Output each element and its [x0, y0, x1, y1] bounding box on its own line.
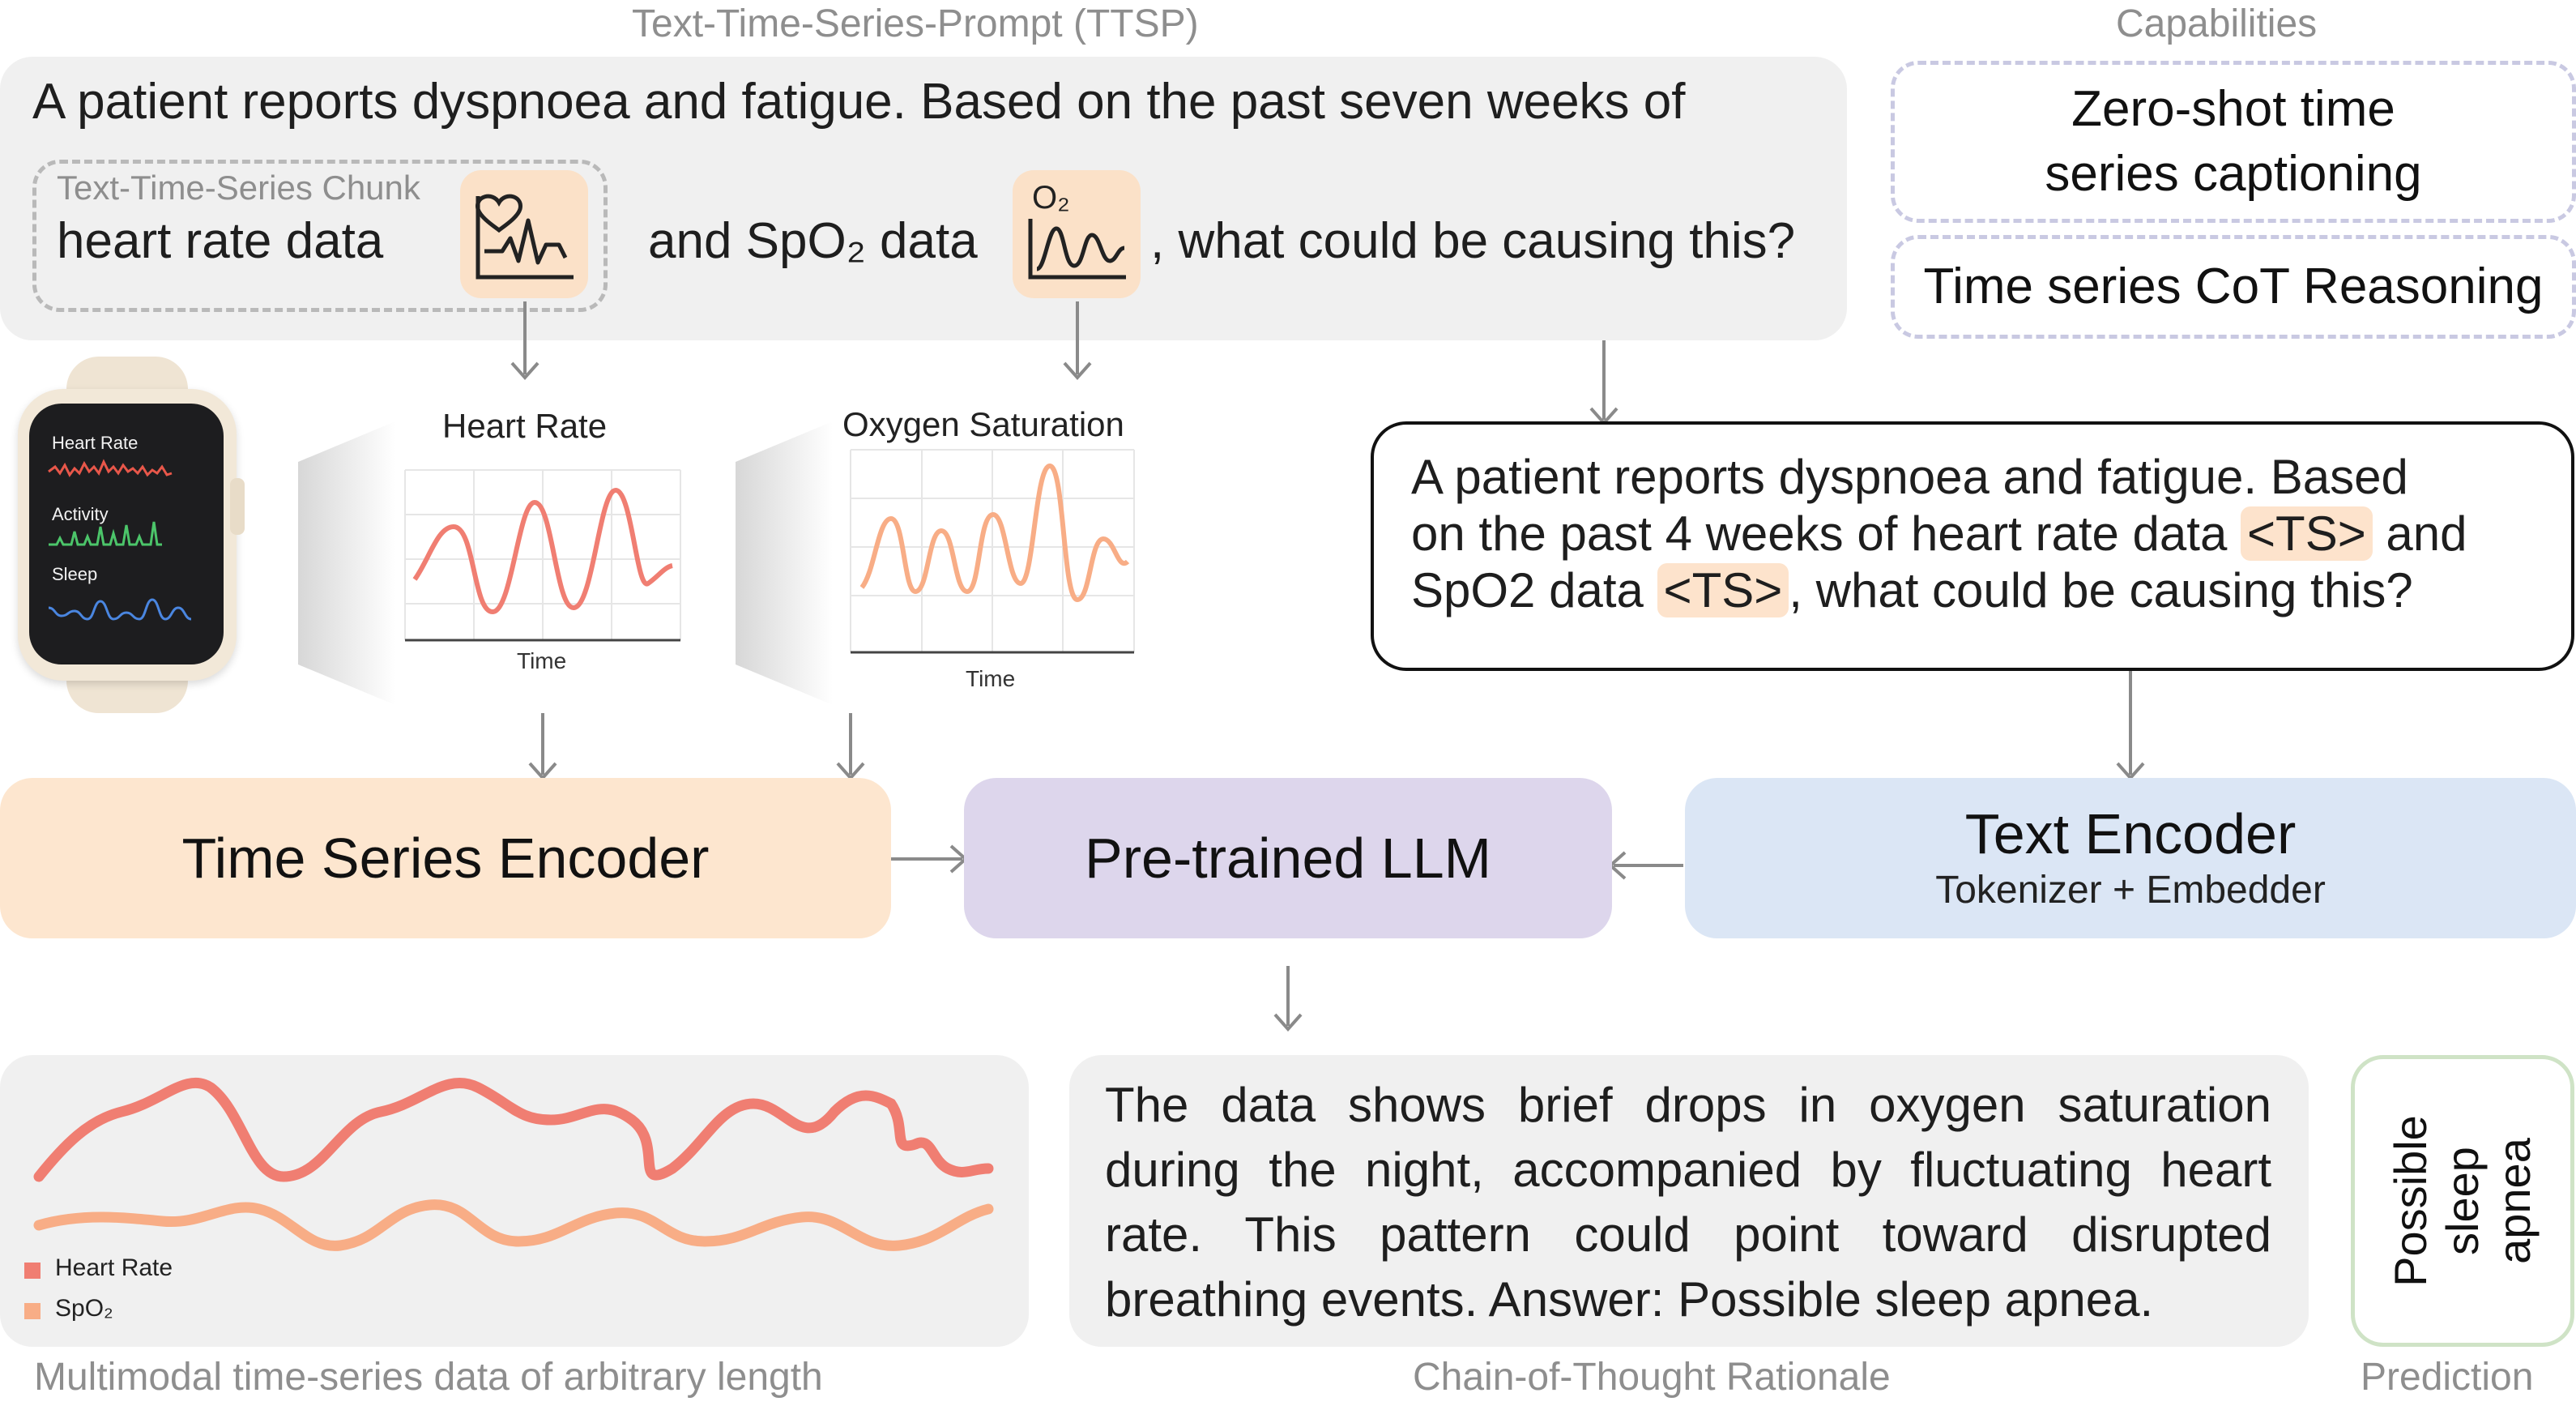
prompt-line3: SpO2 data <TS>, what could be causing th… [1411, 562, 2467, 619]
time-series-encoder-label: Time Series Encoder [181, 827, 710, 890]
heart-rate-icon-box [460, 170, 588, 298]
watch-sleep-trace [48, 598, 192, 621]
prompt-line3b: , what could be causing this? [1789, 563, 2413, 617]
tokenized-prompt-box: A patient reports dyspnoea and fatigue. … [1371, 421, 2574, 671]
watch-hr-trace [48, 459, 173, 477]
prediction-box: Possible sleep apnea [2351, 1055, 2574, 1347]
pretrained-llm-label: Pre-trained LLM [1085, 827, 1491, 890]
text-encoder-sublabel: Tokenizer + Embedder [1935, 869, 2326, 912]
multimodal-spo2-wave [33, 1199, 994, 1251]
time-series-encoder-block: Time Series Encoder [0, 778, 891, 938]
hr-chart [404, 469, 681, 642]
cot-caption: Chain-of-Thought Rationale [1413, 1356, 1891, 1399]
pretrained-llm-block: Pre-trained LLM [964, 778, 1612, 938]
watch-label-hr: Heart Rate [52, 433, 139, 453]
watch-label-sleep: Sleep [52, 564, 98, 584]
spo2-chart-line [859, 463, 1130, 603]
hr-chart-title: Heart Rate [442, 407, 608, 445]
spo2-chart-grid [850, 449, 1135, 652]
watch-traces [48, 459, 192, 621]
rationale-panel: The data shows brief drops in oxygen sat… [1069, 1055, 2309, 1347]
ttsp-line1: A patient reports dyspnoea and fatigue. … [32, 74, 1686, 130]
spo2-chart-x-label: Time [966, 666, 1016, 691]
spo2-chart-title: Oxygen Saturation [842, 405, 1124, 443]
hr-chart-line [412, 487, 673, 615]
prediction-text: Possible sleep apnea [2385, 1115, 2540, 1287]
prompt-line3a: SpO2 data [1411, 563, 1644, 617]
capability-zero-shot-text: Zero-shot time series captioning [2045, 81, 2422, 202]
watch-crown [230, 478, 245, 535]
hr-chart-x-label: Time [517, 648, 567, 673]
prompt-line2: on the past 4 weeks of heart rate data <… [1411, 506, 2467, 562]
watch-screen: Heart Rate Activity Sleep [29, 404, 224, 664]
prompt-line2a: on the past 4 weeks of heart rate data [1411, 506, 2228, 561]
smartwatch: Heart Rate Activity Sleep [18, 357, 245, 713]
prompt-text: A patient reports dyspnoea and fatigue. … [1411, 449, 2467, 619]
legend-spo2-label: SpO₂ [55, 1295, 113, 1322]
rationale-text: The data shows brief drops in oxygen sat… [1105, 1078, 2271, 1327]
projection-wedge-hr [298, 421, 395, 705]
capability-cot-text: Time series CoT Reasoning [1923, 258, 2544, 314]
o2-label: O₂ [1032, 180, 1070, 216]
ts-chunk-label: Text-Time-Series Chunk [57, 169, 420, 207]
spo2-chart [850, 449, 1135, 654]
prediction-caption: Prediction [2361, 1356, 2534, 1399]
capabilities-caption: Capabilities [2116, 2, 2318, 45]
capability-cot: Time series CoT Reasoning [1891, 235, 2576, 339]
heart-pulse-icon [476, 194, 574, 280]
prompt-line1: A patient reports dyspnoea and fatigue. … [1411, 450, 2408, 504]
legend-hr-label: Heart Rate [55, 1254, 173, 1281]
projection-wedge-spo2 [736, 421, 833, 705]
text-encoder-label: Text Encoder [1964, 802, 2297, 865]
text-encoder-block: Text Encoder Tokenizer + Embedder [1685, 778, 2576, 938]
legend-hr-swatch [24, 1263, 41, 1279]
ttsp-panel [0, 57, 1847, 340]
hr-chart-grid [404, 469, 681, 640]
multimodal-caption: Multimodal time-series data of arbitrary… [34, 1356, 823, 1399]
ts-chunk-dashed-box [32, 160, 608, 312]
ttsp-spo2-text: and SpO₂ data [648, 213, 978, 269]
ttsp-tail-text: , what could be causing this? [1150, 213, 1796, 269]
watch-activity-trace [49, 521, 162, 546]
spo2-icon-box: O₂ [1013, 170, 1141, 298]
prompt-line2b: and [2386, 506, 2467, 561]
ts-token-spo2: <TS> [1657, 563, 1789, 617]
legend-spo2-swatch [24, 1303, 41, 1319]
watch-label-activity: Activity [52, 504, 109, 524]
multimodal-waves [33, 1077, 994, 1251]
ts-token-hr: <TS> [2241, 506, 2373, 561]
capability-zero-shot: Zero-shot time series captioning [1891, 61, 2576, 223]
multimodal-hr-wave [33, 1077, 994, 1182]
ttsp-hr-text: heart rate data [57, 213, 384, 269]
ttsp-caption: Text-Time-Series-Prompt (TTSP) [632, 2, 1199, 45]
oxygen-wave-icon [1028, 219, 1126, 280]
